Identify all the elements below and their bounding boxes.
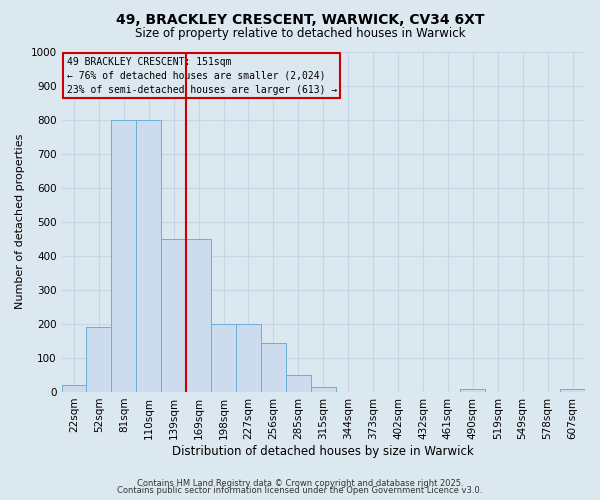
Bar — [186, 239, 211, 392]
Bar — [62, 385, 86, 392]
Y-axis label: Number of detached properties: Number of detached properties — [15, 134, 25, 310]
Text: Contains public sector information licensed under the Open Government Licence v3: Contains public sector information licen… — [118, 486, 482, 495]
Bar — [161, 239, 186, 392]
Bar — [236, 324, 261, 392]
Bar — [136, 120, 161, 392]
Bar — [460, 388, 485, 392]
Bar — [311, 387, 336, 392]
Text: 49, BRACKLEY CRESCENT, WARWICK, CV34 6XT: 49, BRACKLEY CRESCENT, WARWICK, CV34 6XT — [116, 12, 484, 26]
Bar — [560, 388, 585, 392]
Bar — [211, 324, 236, 392]
Bar — [261, 342, 286, 392]
Text: 49 BRACKLEY CRESCENT: 151sqm
← 76% of detached houses are smaller (2,024)
23% of: 49 BRACKLEY CRESCENT: 151sqm ← 76% of de… — [67, 56, 337, 94]
Bar — [286, 375, 311, 392]
Text: Contains HM Land Registry data © Crown copyright and database right 2025.: Contains HM Land Registry data © Crown c… — [137, 478, 463, 488]
X-axis label: Distribution of detached houses by size in Warwick: Distribution of detached houses by size … — [172, 444, 474, 458]
Bar — [112, 120, 136, 392]
Text: Size of property relative to detached houses in Warwick: Size of property relative to detached ho… — [135, 28, 465, 40]
Bar — [86, 328, 112, 392]
